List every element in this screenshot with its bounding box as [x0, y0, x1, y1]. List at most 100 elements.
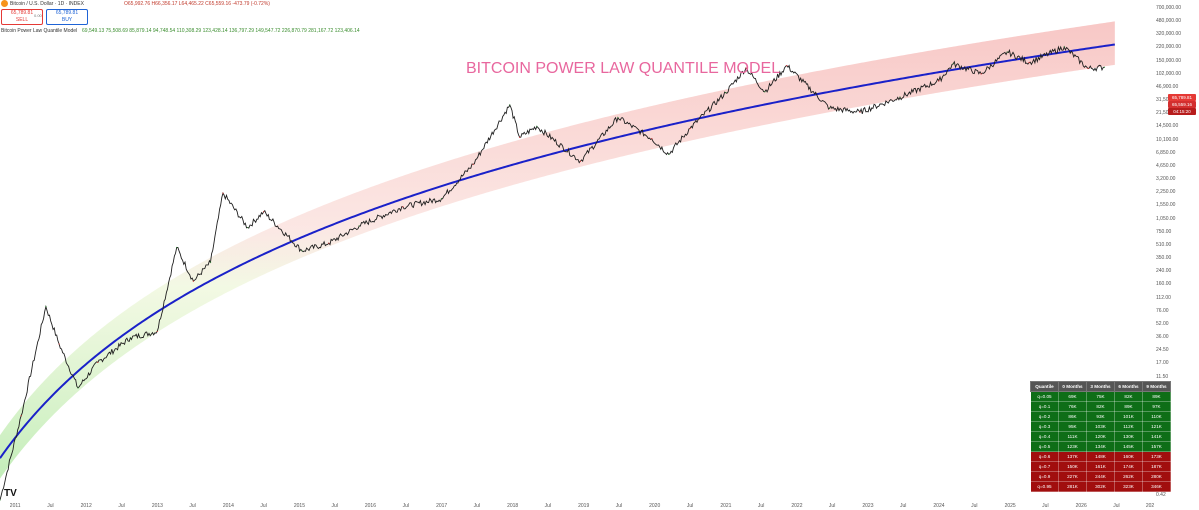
y-tick-label: 46,900.00	[1156, 83, 1179, 90]
x-tick-label: Jul	[828, 503, 836, 509]
quantile-table-cell: 82K	[1086, 401, 1115, 412]
x-tick-label: 2012	[80, 503, 92, 509]
x-tick-label: 2015	[293, 503, 305, 509]
quantile-table-row: q=0.1 76K 82K 89K 97K	[1030, 401, 1171, 412]
quantile-table-cell: 97K	[1142, 401, 1171, 412]
y-tick-label: 17.00	[1156, 360, 1169, 367]
quantile-table: Quantile 0 Months 3 Months 6 Months 9 Months…	[1030, 381, 1171, 492]
y-tick-label: 6,850.00	[1156, 149, 1176, 156]
quantile-table-cell: 76K	[1058, 401, 1087, 412]
quantile-table-cell: 112K	[1114, 421, 1143, 432]
quantile-table-cell: 281K	[1058, 481, 1087, 492]
chart-title: BITCOIN POWER LAW QUANTILE MODEL	[466, 60, 781, 77]
quantile-table-row: q=0.95 281K 302K 323K 346K	[1030, 481, 1171, 492]
quantile-table-cell: 148K	[1086, 451, 1115, 462]
quantile-table-cell: 150K	[1058, 461, 1087, 472]
sell-button[interactable]: 65,789.81 SELL	[1, 9, 43, 25]
price-point	[786, 65, 788, 67]
quantile-table-col-header: 3 Months	[1086, 381, 1115, 392]
y-tick-label: 1,050.00	[1156, 215, 1176, 222]
x-tick-label: 202	[1145, 503, 1155, 509]
ohlc-readout: O65,992.76 H66,356.17 L64,465.22 C65,559…	[124, 1, 270, 7]
quantile-table-cell: 137K	[1058, 451, 1087, 462]
y-tick-label: 31,500.00	[1156, 97, 1178, 103]
price-point	[58, 343, 60, 345]
y-tick-label: 1,550.00	[1156, 202, 1176, 209]
y-tick-label: 150,000.00	[1156, 57, 1182, 64]
quantile-table-col-header: 9 Months	[1142, 381, 1171, 392]
x-tick-label: 2019	[578, 503, 590, 509]
quantile-table-cell: 123K	[1058, 441, 1087, 452]
price-point	[689, 127, 691, 129]
median-quantile-line	[0, 43, 1115, 459]
x-tick-label: 2011	[9, 503, 21, 509]
quantile-table-cell: 69K	[1058, 391, 1087, 402]
indicator-name[interactable]: Bitcoin Power Law Quantile Model	[1, 28, 78, 34]
quantile-table-cell: 103K	[1086, 421, 1115, 432]
price-point	[129, 337, 131, 339]
quantile-table-cell: 75K	[1086, 391, 1115, 402]
quantile-table-row: q=0.2 86K 93K 101K 110K	[1030, 411, 1171, 422]
quantile-table-row: q=0.6 137K 148K 160K 173K	[1030, 451, 1171, 462]
y-tick-label: 0.42	[1156, 492, 1166, 498]
x-tick-label: Jul	[899, 503, 907, 509]
y-tick-label: 21,500.00	[1156, 110, 1178, 116]
price-point	[222, 192, 224, 194]
quantile-table-cell: 173K	[1142, 451, 1171, 462]
quantile-table-cell: 111K	[1058, 431, 1087, 442]
price-point	[579, 160, 581, 162]
x-tick-label: 2024	[933, 503, 945, 509]
quantile-table-cell: 89K	[1114, 401, 1143, 412]
y-tick-label: 750.00	[1156, 228, 1172, 235]
price-point	[247, 226, 249, 229]
price-point	[358, 225, 360, 227]
x-tick-label: Jul	[473, 503, 481, 509]
x-tick-label: Jul	[686, 503, 694, 509]
x-tick-label: 2014	[222, 503, 234, 509]
buy-button[interactable]: 65,789.81 BUY	[46, 9, 88, 25]
price-point	[402, 206, 404, 208]
x-tick-label: Jul	[402, 503, 410, 509]
quantile-table-cell: 89K	[1142, 391, 1171, 402]
y-tick-label: 220,000.00	[1156, 44, 1182, 51]
price-point	[938, 80, 940, 82]
price-point	[651, 138, 653, 140]
price-point	[980, 73, 982, 75]
quantile-table-cell: q=0.05	[1030, 391, 1059, 402]
price-point	[1006, 51, 1008, 53]
quantile-table-cell: 161K	[1086, 461, 1115, 472]
quantile-table-row: q=0.05 69K 75K 82K 89K	[1030, 391, 1171, 402]
quantile-table-cell: 141K	[1142, 431, 1171, 442]
quantile-table-cell: q=0.7	[1030, 461, 1059, 472]
quantile-table-cell: q=0.1	[1030, 401, 1059, 412]
y-tick-label: 160.00	[1156, 281, 1172, 288]
price-point	[1087, 67, 1089, 70]
quantile-table-cell: 157K	[1142, 441, 1171, 452]
tradingview-logo-icon: TV	[4, 488, 17, 499]
quantile-table-cell: 95K	[1058, 421, 1087, 432]
quantile-table-header: Quantile 0 Months 3 Months 6 Months 9 Months	[1030, 381, 1171, 392]
quantile-table-row: q=0.5 123K 134K 145K 157K	[1030, 441, 1171, 452]
quantile-table-cell: 302K	[1086, 481, 1115, 492]
x-tick-label: 2018	[507, 503, 519, 509]
y-tick-label: 510.00	[1156, 241, 1172, 248]
y-tick-label: 102,000.00	[1156, 70, 1182, 77]
symbol-line[interactable]: Bitcoin / U.S. Dollar · 1D · INDEX	[10, 1, 84, 7]
price-point	[77, 387, 79, 389]
quantile-table-cell: q=0.9	[1030, 471, 1059, 482]
quantile-table-cell: 280K	[1142, 471, 1171, 482]
price-point	[472, 163, 474, 165]
quantile-table-cell: 227K	[1058, 471, 1087, 482]
x-tick-label: Jul	[544, 503, 552, 509]
sell-label: SELL	[15, 17, 29, 23]
quantile-table-cell: 120K	[1086, 431, 1115, 442]
price-point	[829, 107, 831, 109]
x-tick-label: 2016	[364, 503, 376, 509]
price-point	[192, 280, 194, 282]
spread-value: 0.00	[34, 13, 42, 18]
x-tick-label: 2021	[720, 503, 732, 509]
bitcoin-logo-icon	[1, 0, 8, 7]
y-tick-label: 14,500.00	[1156, 123, 1179, 130]
